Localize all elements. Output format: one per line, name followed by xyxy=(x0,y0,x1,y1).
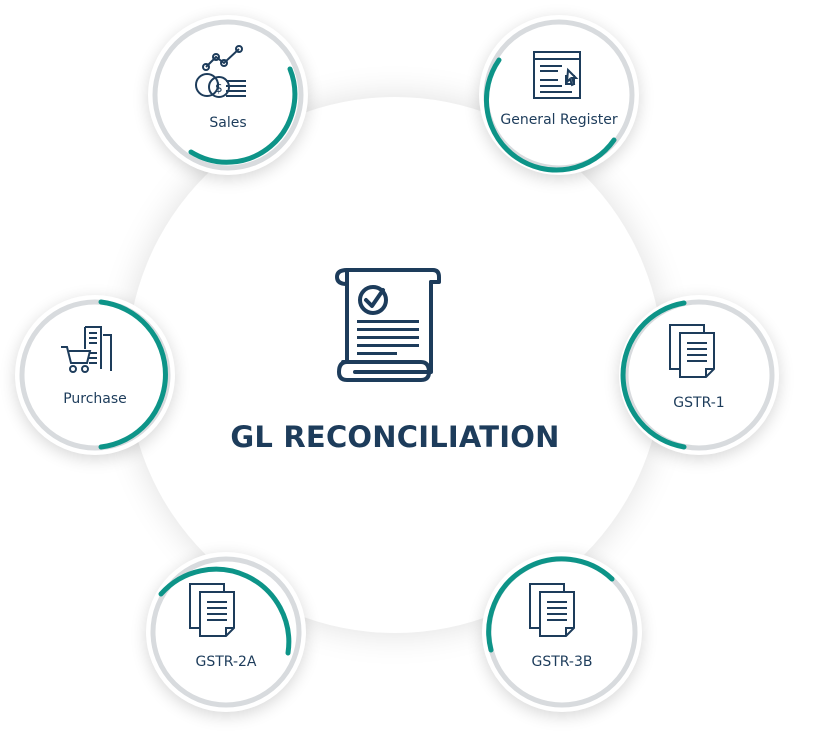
documents-icon xyxy=(189,583,235,637)
node-gstr-3b: GSTR-3B xyxy=(482,552,642,712)
progress-ring xyxy=(620,299,775,451)
node-label: Purchase xyxy=(63,391,127,407)
node-purchase: Purchase xyxy=(15,295,175,455)
sales-chart-coins-icon: $ xyxy=(195,45,246,98)
progress-ring xyxy=(150,556,302,708)
svg-text:$: $ xyxy=(215,81,223,95)
progress-ring xyxy=(19,299,171,451)
progress-ring xyxy=(152,19,304,171)
progress-ring xyxy=(483,19,635,173)
node-label: GSTR-2A xyxy=(195,654,257,670)
center-hub xyxy=(127,97,663,633)
checklist-document-icon xyxy=(335,268,441,382)
shopping-cart-receipt-icon xyxy=(61,326,112,373)
documents-icon xyxy=(669,324,715,378)
node-label: GSTR-3B xyxy=(531,654,593,670)
node-label: GSTR-1 xyxy=(673,395,725,411)
node-label: Sales xyxy=(209,115,247,131)
node-gstr-2a: GSTR-2A xyxy=(146,552,306,712)
node-general-register: General Register xyxy=(479,15,639,175)
node-gstr-1: GSTR-1 xyxy=(619,295,779,455)
center-title: GL RECONCILIATION xyxy=(230,420,560,454)
node-label: General Register xyxy=(500,112,618,128)
register-window-icon xyxy=(533,51,581,99)
documents-icon xyxy=(529,583,575,637)
node-sales: $ Sales xyxy=(148,15,308,175)
progress-ring xyxy=(486,556,638,708)
